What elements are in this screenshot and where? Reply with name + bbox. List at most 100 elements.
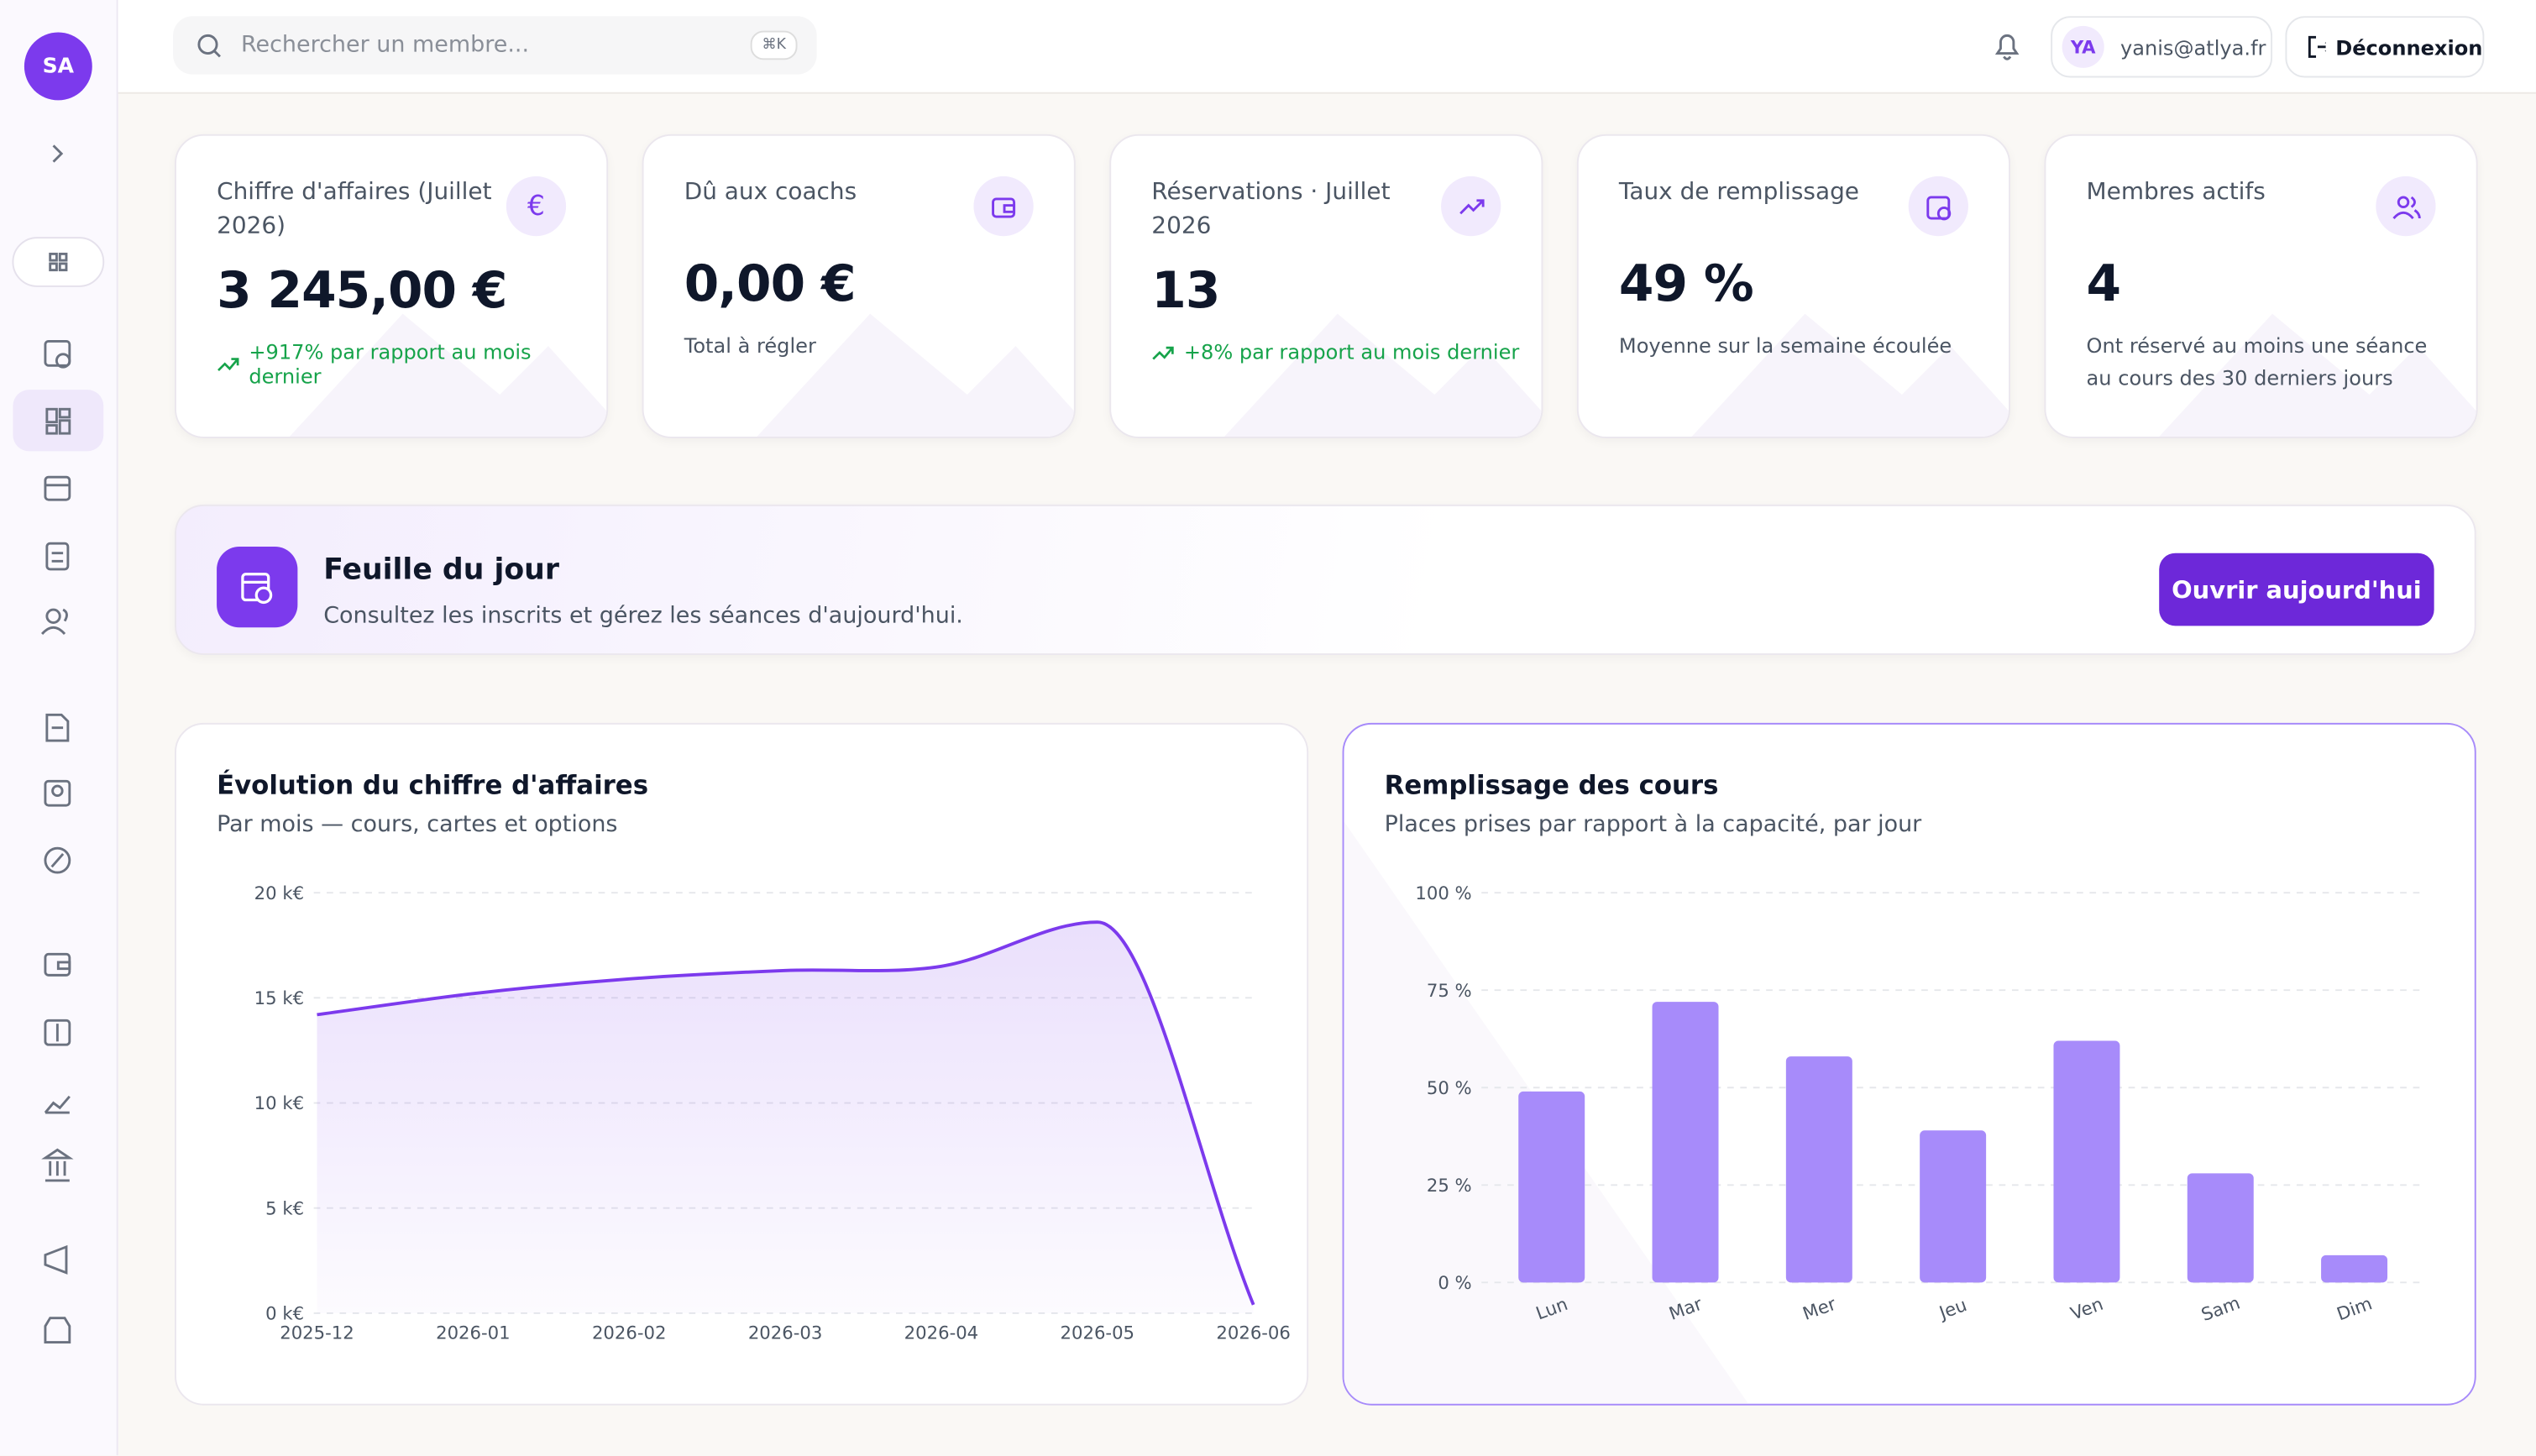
card-title: Réservations · Juillet 2026 <box>1151 179 1391 240</box>
nav-icons[interactable] <box>40 339 74 1344</box>
y-tick-label: 100 % <box>1415 883 1471 903</box>
logout-button[interactable]: Déconnexion <box>2285 16 2485 78</box>
search-icon <box>197 34 221 58</box>
bar <box>2321 1254 2388 1283</box>
kpi-card: Réservations · Juillet 2026 13 +8% par rap… <box>1109 134 1543 438</box>
card-decoration <box>2159 313 2476 437</box>
x-tick-label: Sam <box>2198 1292 2243 1326</box>
shortcut: ⌘K <box>750 30 798 60</box>
revenue-area <box>317 922 1254 1313</box>
card-icon <box>1441 175 1501 237</box>
avatar[interactable]: SA <box>24 32 92 101</box>
y-tick-label: 0 % <box>1438 1272 1471 1293</box>
revenue-line <box>317 920 1255 1306</box>
chart-title: Évolution du chiffre d'affaires <box>217 771 648 801</box>
chart-title: Remplissage des cours <box>1385 771 1719 801</box>
bar <box>2187 1173 2254 1283</box>
x-tick-label: Mer <box>1800 1293 1838 1324</box>
banner-icon <box>217 546 298 628</box>
bar <box>1920 1130 1987 1283</box>
trend-text: +8% par rapport au mois dernier <box>1183 339 1520 364</box>
card-icon-glyph <box>1459 198 1484 214</box>
x-tick-label: Ven <box>2067 1293 2105 1324</box>
chart-subtitle: Par mois — cours, cartes et options <box>217 811 617 837</box>
kpi-card: Dû aux coachs 0,00 € Total à régler <box>642 134 1076 438</box>
x-tick-label: Dim <box>2334 1292 2375 1324</box>
card-decoration <box>757 313 1074 437</box>
decoration <box>1344 821 1749 1404</box>
banner-title: Feuille du jour <box>323 553 559 588</box>
card-icon-glyph <box>2392 195 2420 219</box>
card-icon: € <box>506 175 567 237</box>
card-note: Ont réservé au moins une séance au cours… <box>2086 333 2428 390</box>
chart-subtitle: Places prises par rapport à la capacité,… <box>1385 811 1923 837</box>
card-value: 49 % <box>1618 255 1754 314</box>
banner-text: Consultez les inscrits et gérez les séan… <box>323 603 963 630</box>
bar <box>1518 1091 1585 1283</box>
card-note: Total à régler <box>684 333 816 358</box>
card-icon-glyph <box>1926 195 1951 220</box>
y-tick-label: 5 k€ <box>265 1197 304 1218</box>
kpi-card: Chiffre d'affaires (Juillet 2026) €3 245,… <box>175 134 609 438</box>
card-trend: +8% par rapport au mois dernier <box>1151 339 1519 364</box>
card-value: 4 <box>2086 255 2122 314</box>
fill-chart: Remplissage des cours Places prises par r… <box>1344 771 2422 1404</box>
logout-label: Déconnexion <box>2335 34 2483 60</box>
bar <box>1785 1056 1852 1283</box>
search-box[interactable]: Rechercher un membre... ⌘K <box>173 16 817 75</box>
revenue-chart-card: Évolution du chiffre d'affaires Par mois … <box>175 722 1309 1406</box>
card-icon <box>973 175 1034 237</box>
x-tick-label: Jeu <box>1935 1294 1969 1323</box>
card-decoration <box>1223 313 1542 437</box>
card-title: Taux de remplissage <box>1618 179 1859 206</box>
card-decoration <box>289 313 607 437</box>
trend-icon <box>217 358 239 372</box>
topbar: Rechercher un membre... ⌘K YA yanis@atly… <box>118 0 2536 94</box>
expand-icon[interactable] <box>52 144 64 163</box>
x-tick-label: 2026-04 <box>904 1322 978 1343</box>
y-tick-label: 15 k€ <box>254 987 304 1008</box>
open-today-button[interactable]: Ouvrir aujourd'hui <box>2159 553 2434 626</box>
x-tick-label: 2026-01 <box>436 1322 510 1343</box>
user-initials: YA <box>2062 25 2104 68</box>
card-icon <box>1908 175 1968 237</box>
y-tick-label: 20 k€ <box>254 883 304 903</box>
card-icon-glyph <box>991 196 1015 217</box>
y-tick-label: 75 % <box>1427 980 1472 1001</box>
card-title: Membres actifs <box>2086 179 2266 206</box>
card-value: 3 245,00 € <box>217 262 507 321</box>
x-tick-label: 2026-02 <box>592 1322 666 1343</box>
user-email: yanis@atlya.fr <box>2119 34 2266 60</box>
logout-icon <box>2308 35 2326 58</box>
dashboard-icon[interactable] <box>45 407 71 435</box>
nav-pill[interactable] <box>12 237 105 287</box>
sidebar: SA <box>0 0 118 1456</box>
grid-icon[interactable] <box>49 252 68 272</box>
x-tick-label: 2026-05 <box>1061 1322 1134 1343</box>
search-placeholder: Rechercher un membre... <box>240 32 530 59</box>
trend-icon <box>1152 345 1174 359</box>
bar <box>2053 1040 2120 1283</box>
card-decoration <box>1691 313 2009 437</box>
card-icon <box>2376 175 2436 237</box>
card-title: Chiffre d'affaires (Juillet 2026) <box>217 179 492 240</box>
x-tick-label: 2025-12 <box>280 1322 354 1343</box>
y-tick-label: 10 k€ <box>254 1092 304 1113</box>
trend-text: +917% par rapport au mois dernier <box>249 339 532 389</box>
daily-sheet-banner: Feuille du jour Consultez les inscrits e… <box>175 504 2476 656</box>
x-tick-label: 2026-06 <box>1216 1322 1290 1343</box>
x-tick-label: 2026-03 <box>748 1322 822 1343</box>
kpi-card: Taux de remplissage 49 % Moyenne sur la se… <box>1576 134 2011 438</box>
user-pill[interactable]: YA yanis@atlya.fr <box>2051 16 2273 78</box>
sidebar-icons <box>12 144 105 1344</box>
card-title: Dû aux coachs <box>684 179 857 206</box>
bell-icon[interactable] <box>1991 31 2024 64</box>
calendar-icon <box>241 573 273 605</box>
y-tick-label: 0 k€ <box>265 1303 304 1324</box>
fill-chart-card: Remplissage des cours Places prises par r… <box>1342 722 2476 1406</box>
kpi-card: Membres actifs 4 Ont réservé au moins une … <box>2044 134 2478 438</box>
card-trend: +917% par rapport au mois dernier <box>217 339 606 388</box>
nav-active[interactable] <box>13 390 104 452</box>
y-tick-label: 25 % <box>1427 1175 1472 1196</box>
